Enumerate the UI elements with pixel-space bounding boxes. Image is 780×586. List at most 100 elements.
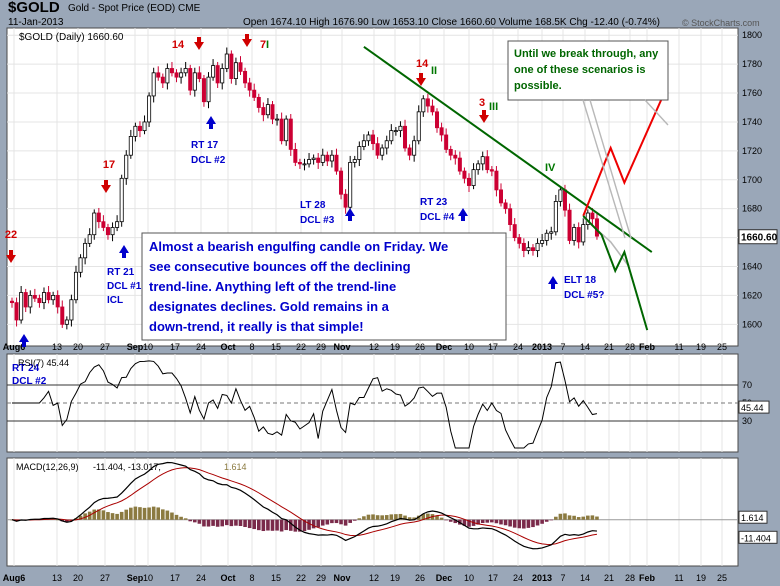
candle <box>448 149 453 156</box>
candle <box>485 156 490 171</box>
macd-histogram-bar <box>453 519 458 524</box>
x-tick-label-bottom: 2013 <box>532 573 552 583</box>
arrow-down-stem <box>9 250 13 256</box>
macd-histogram-bar <box>252 519 257 530</box>
candle <box>430 105 435 113</box>
macd-histogram-bar <box>284 519 288 531</box>
macd-histogram-bar <box>266 519 270 531</box>
macd-histogram-bar <box>92 509 97 520</box>
candle <box>297 162 302 165</box>
candle <box>457 157 462 172</box>
macd-histogram-bar <box>467 519 471 527</box>
candle <box>46 292 51 301</box>
candle <box>233 62 238 79</box>
macd-legend-histogram: 1.614 <box>224 462 247 472</box>
candle <box>384 140 389 149</box>
x-tick-label-bottom: 14 <box>580 573 590 583</box>
x-tick-label: 27 <box>100 342 110 352</box>
macd-histogram-bar <box>517 519 522 529</box>
candle <box>60 306 65 325</box>
arrow-down-stem <box>419 73 423 79</box>
candle <box>142 121 147 132</box>
arrow-up-icon <box>458 208 468 216</box>
macd-histogram-bar <box>142 507 147 520</box>
macd-signal-line <box>11 467 598 545</box>
macd-histogram-bar <box>298 519 302 532</box>
cycle-label: 22 <box>5 229 17 241</box>
candle <box>110 227 115 236</box>
macd-histogram-bar <box>375 515 380 520</box>
rsi-tick-label: 30 <box>742 416 752 426</box>
macd-histogram-bar <box>352 519 357 521</box>
cycle-low-label: RT 23 <box>420 197 448 208</box>
candle <box>169 68 174 74</box>
candle <box>160 76 165 84</box>
arrow-up-icon <box>548 276 558 284</box>
candle <box>151 72 156 97</box>
candle <box>220 68 225 84</box>
candle <box>329 154 334 162</box>
commentary-line: designates declines. Gold remains in a <box>149 299 390 314</box>
x-tick-label-bottom: 10 <box>464 573 474 583</box>
cycle-low-label: DCL #4 <box>420 212 455 223</box>
cycle-low-label: LT 28 <box>300 200 326 211</box>
x-tick-label: Feb <box>639 342 656 352</box>
candle <box>78 257 83 273</box>
y-tick-label: 1740 <box>742 117 762 127</box>
candle <box>320 154 325 163</box>
macd-histogram-bar <box>581 516 586 520</box>
macd-histogram-bar <box>544 519 549 522</box>
x-tick-label: 14 <box>580 342 590 352</box>
candle <box>105 227 110 236</box>
rsi-last-tag-box <box>738 400 770 414</box>
macd-last-tag-box <box>738 530 778 544</box>
candle <box>407 147 412 156</box>
x-tick-label-bottom: 25 <box>717 573 727 583</box>
macd-histogram-bar <box>339 519 343 525</box>
arrow-down-icon <box>194 42 204 50</box>
macd-histogram-bar <box>275 519 279 531</box>
arrow-up-stem <box>209 123 213 129</box>
x-tick-label: Sep <box>127 342 144 352</box>
macd-histogram-bar <box>499 519 503 525</box>
arrow-down-stem <box>197 37 201 43</box>
macd-histogram-bar <box>563 513 567 520</box>
x-tick-label-bottom: 27 <box>100 573 110 583</box>
scenario-pointer <box>644 99 669 126</box>
x-tick-label-bottom: Sep <box>127 573 144 583</box>
cycle-low-label: ELT 18 <box>564 275 596 286</box>
y-tick-label: 1680 <box>742 204 762 214</box>
macd-histogram-bar <box>558 513 563 520</box>
macd-histogram-bar <box>586 515 590 520</box>
cycle-label: 7 <box>260 39 266 51</box>
macd-histogram-bar <box>101 510 106 520</box>
candle <box>325 154 330 162</box>
candle <box>462 170 467 179</box>
candle <box>498 189 503 204</box>
macd-histogram-bar <box>412 517 416 520</box>
candle <box>567 209 572 241</box>
candle <box>421 98 426 113</box>
macd-histogram-bar <box>330 519 334 524</box>
x-tick-label: 17 <box>488 342 498 352</box>
macd-histogram-bar <box>193 519 197 523</box>
macd-legend-values: -11.404, -13.017, <box>93 462 161 472</box>
candle <box>393 130 398 133</box>
arrow-down-stem <box>245 34 249 40</box>
candle <box>256 96 261 108</box>
macd-histogram-bar <box>494 519 499 524</box>
x-tick-label-bottom: 20 <box>73 573 83 583</box>
candle <box>334 154 339 172</box>
macd-histogram-bar <box>243 519 247 528</box>
x-tick-label-bottom: Oct <box>220 573 235 583</box>
cycle-low-label: DCL #2 <box>12 376 47 387</box>
wave-label: I <box>266 39 269 51</box>
x-tick-label-bottom: Feb <box>639 573 656 583</box>
candle <box>243 70 248 84</box>
macd-histogram-bar <box>444 519 448 521</box>
macd-histogram-bar <box>247 519 252 529</box>
x-tick-label-bottom: 13 <box>52 573 62 583</box>
arrow-down-icon <box>242 39 252 47</box>
macd-histogram-bar <box>531 519 535 528</box>
